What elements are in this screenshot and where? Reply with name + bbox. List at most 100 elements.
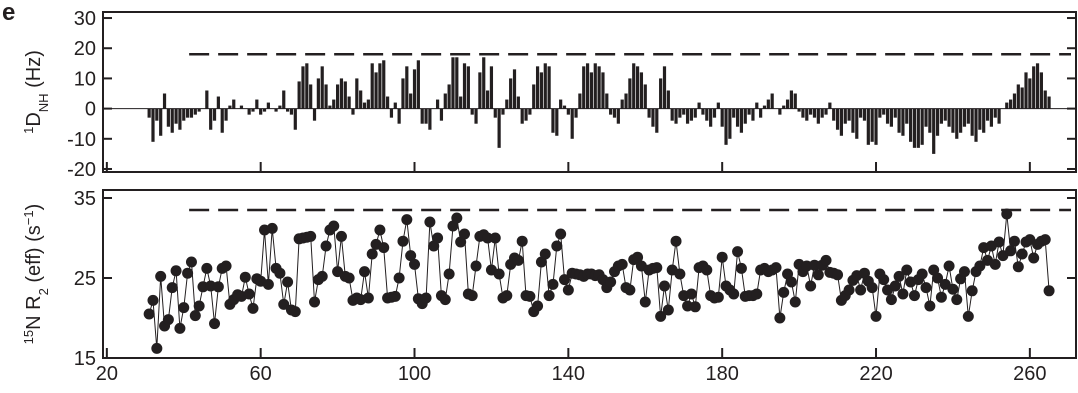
bar — [162, 93, 167, 109]
bar — [647, 108, 651, 118]
bar — [189, 108, 194, 118]
bar — [716, 102, 720, 109]
bar — [259, 108, 263, 115]
bar — [1047, 96, 1051, 109]
point — [632, 251, 644, 263]
bar — [170, 108, 174, 133]
point — [162, 314, 174, 326]
bar — [547, 66, 551, 109]
point — [916, 268, 928, 280]
bar — [262, 108, 267, 112]
bar — [693, 108, 697, 118]
y-axis-label: 1DNH (Hz) — [21, 50, 51, 134]
bar — [232, 99, 236, 109]
bar — [216, 96, 220, 109]
bar — [739, 108, 744, 133]
bar — [928, 108, 932, 133]
y-label-part: N R — [23, 295, 45, 329]
point — [924, 300, 936, 312]
point — [820, 254, 832, 266]
bar — [947, 108, 951, 127]
point — [389, 290, 401, 302]
bar — [520, 108, 524, 124]
bar — [785, 99, 790, 109]
bar — [339, 78, 344, 109]
bar — [801, 108, 805, 118]
y-tick-label: 30 — [74, 8, 96, 30]
point — [185, 256, 197, 268]
point — [274, 267, 286, 279]
point — [716, 251, 728, 263]
bar — [889, 108, 893, 127]
bar — [1020, 87, 1024, 109]
bar — [286, 108, 290, 112]
point — [209, 318, 221, 330]
bar — [378, 63, 382, 109]
x-tick-label: 140 — [552, 363, 585, 385]
bar — [778, 108, 782, 115]
x-tick-label: 100 — [398, 363, 431, 385]
bar — [812, 108, 817, 118]
bar — [770, 93, 774, 109]
point — [947, 283, 959, 295]
bar — [743, 108, 747, 124]
point — [1012, 261, 1024, 273]
bar — [509, 78, 513, 109]
bar — [820, 108, 824, 118]
point — [616, 258, 628, 270]
point — [470, 260, 482, 272]
bar — [885, 108, 890, 124]
bar — [609, 108, 613, 115]
point — [989, 258, 1001, 270]
point — [812, 269, 824, 281]
bar — [943, 108, 947, 121]
bar — [847, 108, 851, 121]
bar — [666, 90, 670, 109]
bar — [220, 108, 224, 133]
bar — [312, 108, 317, 121]
point — [405, 250, 417, 262]
bar — [320, 66, 324, 109]
bar — [209, 108, 213, 130]
point — [685, 288, 697, 300]
bar — [155, 108, 159, 121]
bar — [559, 99, 563, 109]
bar — [174, 108, 178, 124]
bar — [401, 78, 405, 109]
point — [1005, 245, 1017, 257]
bar — [224, 108, 228, 121]
bar — [735, 108, 740, 127]
bar — [316, 78, 320, 109]
bar — [724, 108, 728, 145]
bar — [1012, 93, 1017, 109]
bar — [855, 108, 859, 139]
bar — [862, 108, 867, 121]
bar — [524, 108, 528, 121]
bar — [212, 108, 217, 121]
point — [832, 269, 844, 281]
bar — [674, 108, 678, 124]
bar — [505, 99, 509, 109]
bar — [882, 108, 886, 115]
bar — [528, 108, 532, 115]
bar — [147, 108, 151, 118]
point — [243, 288, 255, 300]
bar — [385, 96, 390, 109]
bar — [239, 105, 244, 109]
point — [843, 284, 855, 296]
point — [551, 240, 563, 252]
y-tick-label: 35 — [74, 188, 96, 210]
bar — [659, 78, 663, 109]
point — [539, 248, 551, 260]
bar — [751, 108, 755, 121]
point — [712, 291, 724, 303]
point — [366, 248, 378, 260]
point — [532, 300, 544, 312]
point — [282, 276, 294, 288]
bar — [874, 108, 878, 145]
point — [359, 266, 371, 278]
point — [320, 240, 332, 252]
point — [335, 230, 347, 242]
point — [555, 228, 567, 240]
bar — [1032, 66, 1036, 109]
